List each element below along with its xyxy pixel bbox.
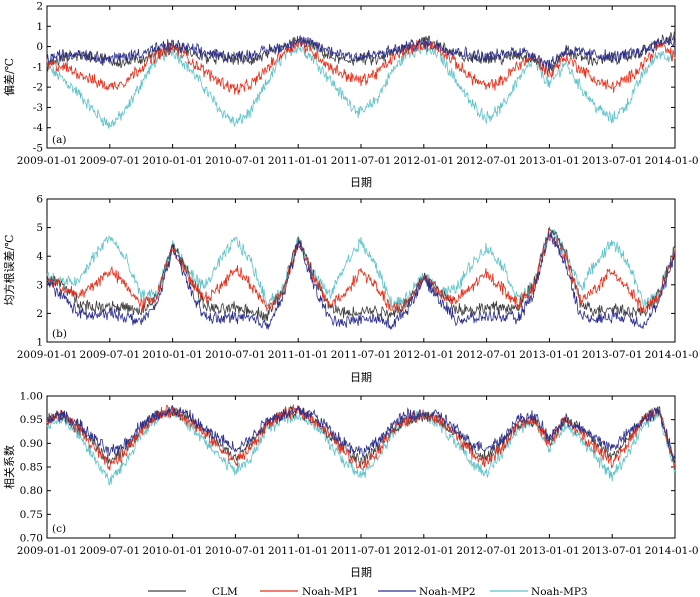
x-tick-label: 2010-07-01 xyxy=(205,155,266,167)
x-axis-ticks: 2009-01-01 2009-07-01 2010-01-01 2010-07-01… xyxy=(17,396,700,557)
series-lines xyxy=(46,404,676,486)
legend-label: Noah-MP1 xyxy=(302,586,359,597)
y-tick-label: 2 xyxy=(36,308,43,320)
x-tick-label: 2011-07-01 xyxy=(331,349,392,361)
y-axis-title: 偏差/℃ xyxy=(2,58,16,96)
legend-item-noah-mp3: Noah-MP3 xyxy=(490,586,588,597)
x-tick-label: 2011-01-01 xyxy=(268,545,329,557)
series-line-noah-mp2 xyxy=(46,405,676,461)
x-tick-label: 2010-01-01 xyxy=(142,545,203,557)
y-tick-label: -4 xyxy=(33,122,44,134)
y-tick-label: 2 xyxy=(36,1,43,13)
y-tick-label: 0 xyxy=(36,41,43,53)
series-line-noah-mp3 xyxy=(46,405,676,486)
y-tick-label: -1 xyxy=(33,61,43,73)
x-tick-label: 2011-01-01 xyxy=(268,155,329,167)
series-line-noah-mp1 xyxy=(46,228,676,315)
y-tick-label: 0.95 xyxy=(20,414,43,426)
x-tick-label: 2012-07-01 xyxy=(456,349,517,361)
x-tick-label: 2013-07-01 xyxy=(582,155,643,167)
legend-item-noah-mp2: Noah-MP2 xyxy=(378,586,476,597)
x-tick-label: 2009-01-01 xyxy=(17,545,78,557)
x-tick-label: 2009-07-01 xyxy=(80,349,141,361)
y-axis-title: 相关系数 xyxy=(2,445,16,489)
x-tick-label: 2011-01-01 xyxy=(268,349,329,361)
y-tick-label: 4 xyxy=(36,251,43,263)
x-tick-label: 2009-07-01 xyxy=(80,545,141,557)
x-tick-label: 2010-01-01 xyxy=(142,349,203,361)
legend-label: Noah-MP3 xyxy=(531,586,588,597)
series-line-noah-mp3 xyxy=(46,226,676,310)
panel-tag: (a) xyxy=(52,134,66,146)
x-tick-label: 2012-07-01 xyxy=(456,545,517,557)
x-tick-label: 2013-07-01 xyxy=(582,349,643,361)
series-line-clm xyxy=(46,227,676,321)
x-tick-label: 2013-01-01 xyxy=(519,349,580,361)
legend-label: CLM xyxy=(212,586,238,597)
x-axis-ticks: 2009-01-01 2009-07-01 2010-01-01 2010-07-01… xyxy=(17,199,700,361)
x-tick-label: 2009-01-01 xyxy=(17,155,78,167)
x-tick-label: 2012-01-01 xyxy=(394,155,455,167)
y-axis-ticks: 0.70 0.75 0.80 0.85 0.90 0.95 1.00 xyxy=(20,391,675,545)
x-tick-label: 2009-07-01 xyxy=(80,155,141,167)
y-tick-label: 1 xyxy=(36,21,43,33)
y-axis-title: 均方根误差/℃ xyxy=(2,234,16,305)
x-tick-label: 2014-01-01 xyxy=(645,545,700,557)
y-tick-label: 0.90 xyxy=(20,438,43,450)
series-line-clm xyxy=(46,405,676,468)
legend-item-noah-mp1: Noah-MP1 xyxy=(260,586,359,597)
y-tick-label: -3 xyxy=(33,102,43,114)
x-tick-label: 2013-01-01 xyxy=(519,155,580,167)
x-tick-label: 2009-01-01 xyxy=(17,349,78,361)
x-axis-title: 日期 xyxy=(350,371,372,384)
series-line-noah-mp2 xyxy=(46,231,676,331)
x-tick-label: 2011-07-01 xyxy=(331,155,392,167)
legend: CLM Noah-MP1 Noah-MP2 Noah-MP3 xyxy=(148,586,588,597)
series-lines xyxy=(46,226,676,331)
x-axis-ticks: 2009-01-01 2009-07-01 2010-01-01 2010-07-01… xyxy=(17,6,700,167)
x-tick-label: 2010-01-01 xyxy=(142,155,203,167)
plot-frame xyxy=(46,5,676,149)
x-tick-label: 2014-01-01 xyxy=(645,349,700,361)
x-tick-label: 2011-07-01 xyxy=(331,545,392,557)
x-axis-title: 日期 xyxy=(350,176,372,189)
y-tick-label: -5 xyxy=(33,143,43,155)
x-tick-label: 2012-01-01 xyxy=(394,349,455,361)
y-tick-label: 0.70 xyxy=(20,533,43,545)
x-tick-label: 2012-07-01 xyxy=(456,155,517,167)
legend-item-clm: CLM xyxy=(148,586,238,597)
x-tick-label: 2013-07-01 xyxy=(582,545,643,557)
y-tick-label: 5 xyxy=(36,222,43,234)
legend-label: Noah-MP2 xyxy=(419,586,476,597)
x-tick-label: 2012-01-01 xyxy=(394,545,455,557)
y-tick-label: 0.75 xyxy=(20,509,43,521)
x-tick-label: 2010-07-01 xyxy=(205,545,266,557)
x-tick-label: 2014-01-01 xyxy=(645,155,700,167)
series-lines xyxy=(46,31,676,129)
x-tick-label: 2013-01-01 xyxy=(519,545,580,557)
y-tick-label: 6 xyxy=(36,194,43,206)
x-tick-label: 2010-07-01 xyxy=(205,349,266,361)
y-axis-ticks: -5 -4 -3 -2 -1 0 1 2 xyxy=(33,1,675,155)
y-tick-label: -2 xyxy=(33,82,43,94)
y-tick-label: 0.80 xyxy=(20,485,43,497)
series-line-noah-mp2 xyxy=(46,35,676,71)
series-line-noah-mp1 xyxy=(46,39,676,95)
y-tick-label: 1 xyxy=(36,337,43,349)
panel-tag: (b) xyxy=(52,328,67,340)
x-axis-title: 日期 xyxy=(350,566,372,579)
y-axis-ticks: 1 2 3 4 5 6 xyxy=(36,194,675,349)
panel-correlation: 0.700.750.800.850.900.951.00 2009-01-01 2… xyxy=(2,391,700,580)
y-tick-label: 3 xyxy=(36,279,43,291)
panel-tag: (c) xyxy=(52,523,66,535)
y-tick-label: 1.00 xyxy=(20,391,43,403)
y-tick-label: 0.85 xyxy=(20,462,43,474)
